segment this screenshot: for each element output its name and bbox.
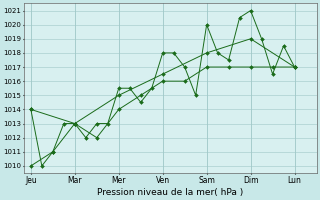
X-axis label: Pression niveau de la mer( hPa ): Pression niveau de la mer( hPa ) <box>97 188 244 197</box>
